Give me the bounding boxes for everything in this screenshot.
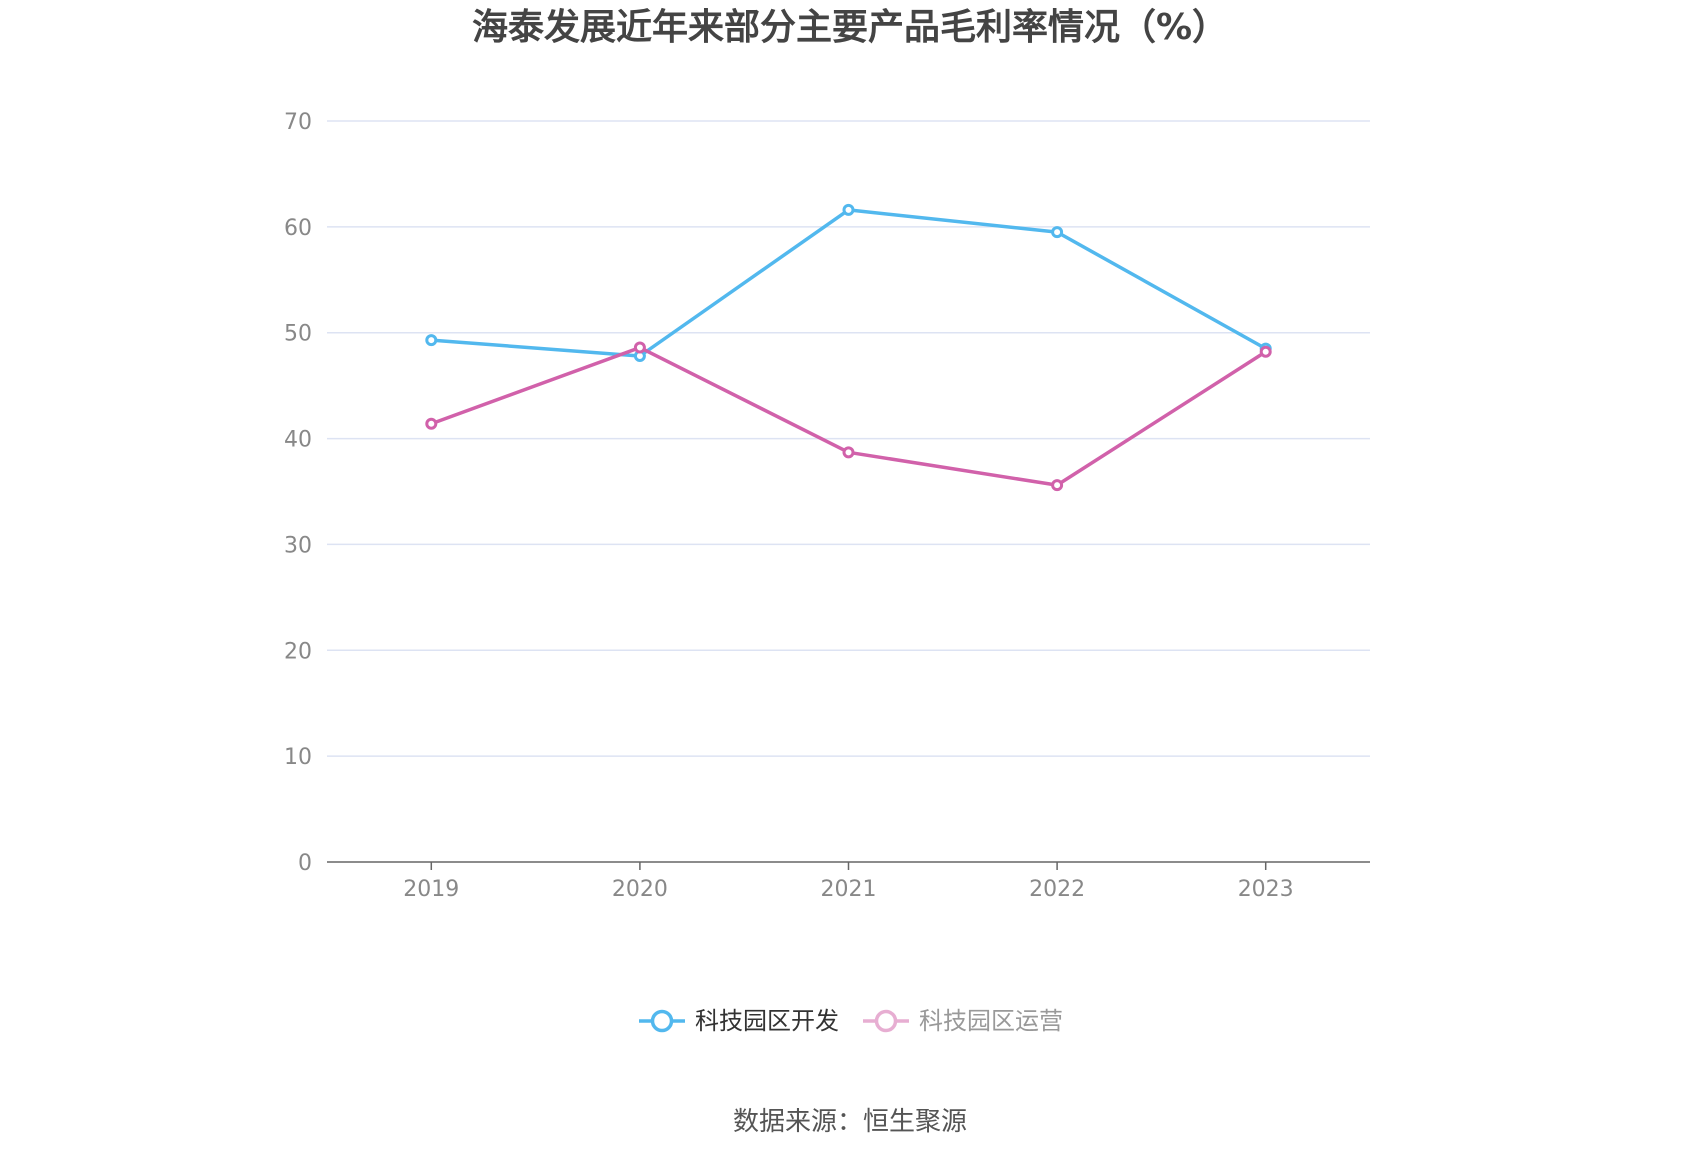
data-point: [425, 417, 438, 430]
axes: [327, 861, 1370, 870]
tick-labels: 0 10 20 30 40 50 60 70 2019 2020 2021 2022 2023: [284, 110, 1294, 902]
series-line: [431, 208, 1267, 358]
legend-line-circle-icon: [639, 1009, 685, 1033]
x-tick-label: 2019: [403, 877, 459, 902]
x-tick-label: 2023: [1238, 877, 1294, 902]
y-tick-label: 30: [284, 533, 312, 558]
data-source: 数据来源：恒生聚源: [732, 1107, 967, 1137]
series-lines: [425, 203, 1272, 492]
x-tick-label: 2022: [1029, 877, 1085, 902]
y-tick-label: 10: [284, 745, 312, 770]
data-point: [1051, 226, 1064, 239]
legend: 科技园区开发 科技园区运营: [0, 1006, 1700, 1036]
y-tick-label: 70: [284, 110, 312, 135]
data-point: [1259, 345, 1272, 358]
legend-line-circle-icon: [863, 1009, 909, 1033]
y-tick-label: 20: [284, 639, 312, 664]
gridlines: [327, 120, 1370, 757]
legend-circle: [874, 1009, 898, 1033]
y-tick-label: 60: [284, 216, 312, 241]
x-tick-label: 2020: [612, 877, 668, 902]
series-line: [430, 345, 1267, 487]
y-tick-label: 0: [298, 851, 312, 876]
y-tick-label: 50: [284, 322, 312, 347]
series-2: [425, 341, 1272, 492]
legend-label: 科技园区开发: [695, 1007, 839, 1035]
y-tick-label: 40: [284, 428, 312, 453]
legend-circle: [650, 1009, 674, 1033]
data-point: [425, 334, 438, 347]
chart-title: 海泰发展近年来部分主要产品毛利率情况（%）: [471, 7, 1229, 48]
legend-item-1[interactable]: 科技园区开发: [637, 1006, 839, 1036]
data-point: [1051, 479, 1064, 492]
data-point: [633, 341, 646, 354]
data-point: [842, 446, 855, 459]
data-point: [842, 203, 855, 216]
series-1: [425, 203, 1272, 363]
x-tick-label: 2021: [821, 877, 877, 902]
legend-label: 科技园区运营: [919, 1007, 1063, 1035]
legend-item-2[interactable]: 科技园区运营: [861, 1006, 1063, 1036]
